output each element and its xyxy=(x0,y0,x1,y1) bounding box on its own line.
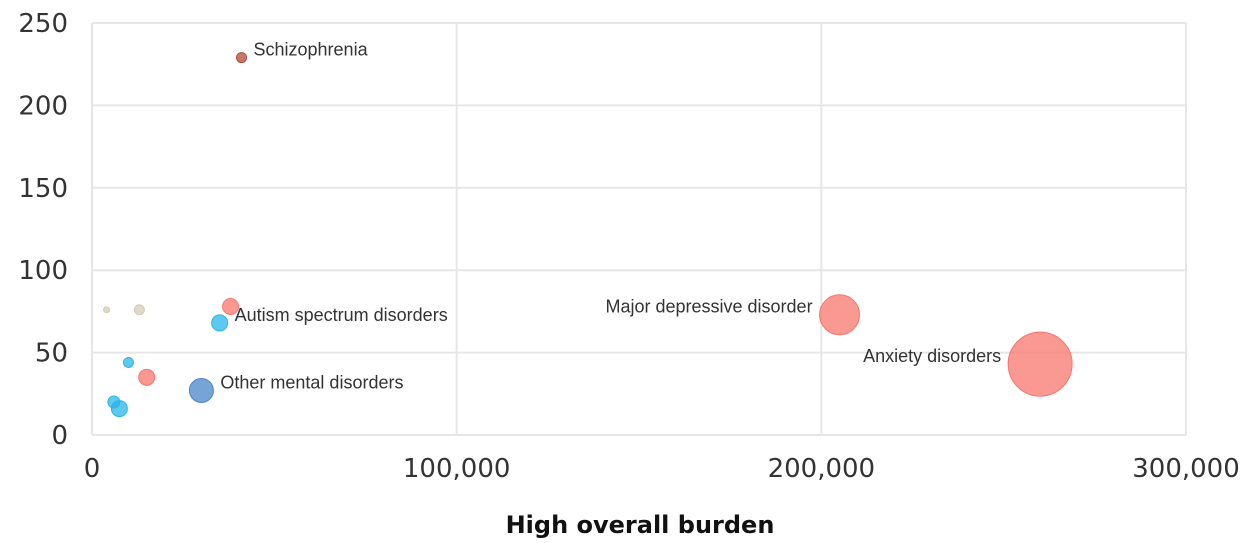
bubble[interactable] xyxy=(236,52,248,64)
axis-ticks: 0 50 100 150 200 250 0 100,000 200,000 300,000 xyxy=(18,9,1239,484)
grid xyxy=(91,22,1187,436)
bubbles xyxy=(103,52,1073,418)
bubble[interactable] xyxy=(1007,331,1073,397)
bubble[interactable] xyxy=(133,304,145,316)
y-tick-label: 250 xyxy=(18,9,68,39)
bubble[interactable] xyxy=(138,368,156,386)
bubble-labels: Schizophrenia Anxiety disorders Major depr… xyxy=(220,40,1001,393)
x-tick-label: 300,000 xyxy=(1132,454,1240,484)
bubble-label: Autism spectrum disorders xyxy=(235,305,448,325)
y-tick-label: 50 xyxy=(35,339,68,369)
bubble[interactable] xyxy=(122,356,134,368)
y-tick-label: 150 xyxy=(18,174,68,204)
y-tick-label: 100 xyxy=(18,256,68,286)
bubble-label: Schizophrenia xyxy=(254,40,369,60)
y-tick-label: 200 xyxy=(18,91,68,121)
bubble[interactable] xyxy=(211,314,229,332)
x-tick-label: 100,000 xyxy=(403,454,511,484)
bubble[interactable] xyxy=(103,306,111,314)
bubble[interactable] xyxy=(107,395,121,409)
x-tick-label: 200,000 xyxy=(768,454,876,484)
bubble-label: Other mental disorders xyxy=(220,373,403,393)
bubble[interactable] xyxy=(188,378,214,404)
bubble[interactable] xyxy=(222,297,240,315)
bubble-label: Major depressive disorder xyxy=(605,297,812,317)
x-axis-title: High overall burden xyxy=(506,511,775,539)
bubble[interactable] xyxy=(819,294,861,336)
x-tick-label: 0 xyxy=(84,454,101,484)
y-tick-label: 0 xyxy=(51,421,68,451)
bubble-label: Anxiety disorders xyxy=(863,346,1001,366)
